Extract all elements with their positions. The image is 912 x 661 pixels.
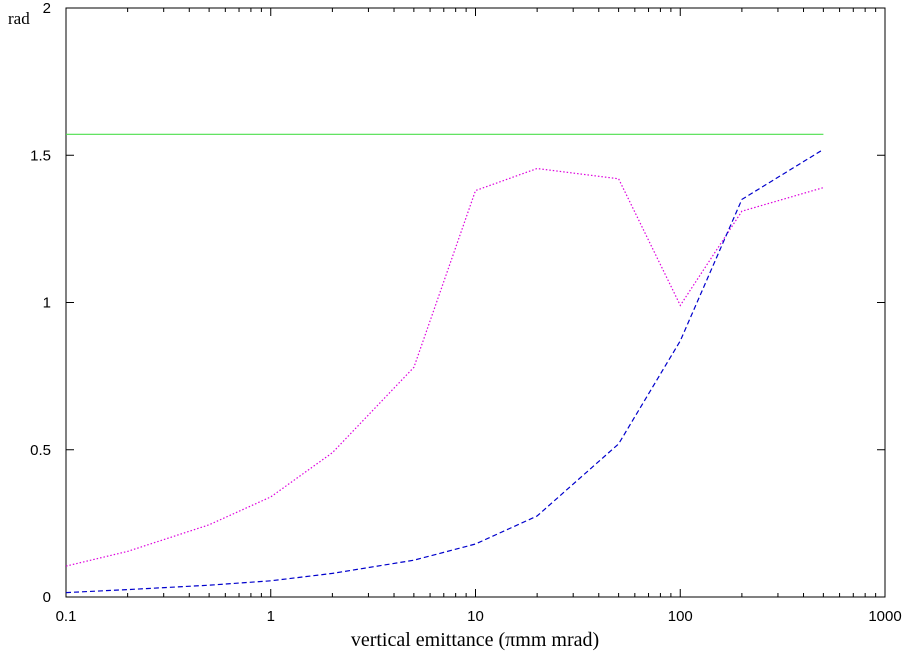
x-axis-label: vertical emittance (πmm mrad) <box>351 629 599 651</box>
series-line-dotted <box>65 167 824 567</box>
series-group <box>65 133 824 594</box>
x-tick-label: 0.1 <box>56 608 77 625</box>
y-tick-label: 0.5 <box>30 442 51 459</box>
x-tick-label: 100 <box>668 608 693 625</box>
x-tick-label: 10 <box>467 608 484 625</box>
y-tick-label: 2 <box>43 0 51 17</box>
x-tick-label: 1 <box>267 608 275 625</box>
y-tick-label: 1.5 <box>30 147 51 164</box>
series-line-dashed <box>65 148 824 594</box>
y-axis-label: rad <box>8 9 30 28</box>
tick-labels-group: 0.1 1 10 100 1000 0 0.5 1 1.5 2 <box>30 0 902 625</box>
plot-frame <box>65 7 886 598</box>
y-tick-label: 1 <box>43 295 51 312</box>
x-tick-label: 1000 <box>868 608 901 625</box>
ticks-group <box>65 7 886 598</box>
y-tick-label: 0 <box>43 589 51 606</box>
